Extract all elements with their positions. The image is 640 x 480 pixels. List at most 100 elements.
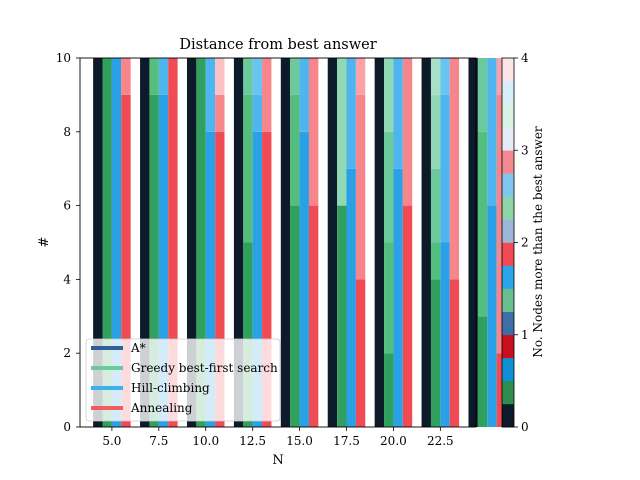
bar-segment	[421, 58, 431, 427]
bar-segment	[430, 94, 441, 169]
bar-segment	[355, 94, 366, 280]
bar-segment	[280, 58, 291, 427]
bar-segment	[308, 58, 319, 206]
x-tick-label: 7.5	[149, 434, 168, 448]
bar-segment	[496, 353, 507, 427]
bar-segment	[102, 58, 112, 427]
bar-segment	[262, 131, 272, 428]
legend-label: Greedy best-first search	[131, 361, 278, 375]
bar-segment	[337, 205, 347, 427]
colorbar-segment	[502, 265, 514, 289]
bar-groups	[93, 58, 507, 428]
bar-segment	[290, 94, 300, 206]
bar-segment	[111, 58, 122, 427]
bar-segment	[449, 58, 460, 280]
bar-segment	[346, 168, 356, 427]
colorbar-segment	[502, 357, 514, 382]
bar-segment	[290, 205, 300, 427]
colorbar-tick-label: 3	[521, 143, 529, 157]
colorbar-segment	[502, 104, 514, 128]
colorbar-segment	[502, 127, 514, 151]
colorbar-tick-label: 1	[521, 328, 529, 342]
colorbar-label: No. Nodes more than the best answer	[531, 126, 545, 358]
bar-segment	[393, 58, 403, 169]
legend-label: Annealing	[130, 401, 193, 415]
y-tick-label: 6	[63, 199, 71, 213]
y-tick-label: 0	[63, 420, 71, 434]
bar-segment	[393, 168, 403, 427]
colorbar-tick-label: 4	[521, 51, 529, 65]
bar-segment	[290, 58, 300, 95]
y-axis-ticks: 0 2 4 6 8 10	[56, 51, 80, 434]
bar-segment	[468, 58, 478, 427]
bar-segment	[121, 94, 131, 428]
x-tick-label: 10.0	[192, 434, 219, 448]
bar-segment	[243, 242, 253, 427]
x-tick-label: 22.5	[427, 434, 454, 448]
bar-segment	[477, 58, 488, 132]
bar-segment	[308, 205, 319, 427]
bar-segment	[262, 58, 272, 132]
colorbar-segment	[502, 58, 514, 82]
bar-segment	[355, 58, 366, 95]
bar-segment	[205, 131, 216, 428]
bar-segment	[243, 58, 253, 95]
bar-segment	[384, 131, 394, 243]
colorbar-tick-label: 0	[521, 420, 529, 434]
colorbar-segment	[502, 403, 514, 428]
bar-segment	[496, 58, 507, 95]
colorbar-segment	[502, 81, 514, 105]
colorbar-segment	[502, 288, 514, 312]
x-tick-label: 12.5	[239, 434, 266, 448]
colorbar-segment	[502, 311, 514, 336]
colorbar-segment	[502, 173, 514, 197]
x-tick-label: 15.0	[286, 434, 313, 448]
y-tick-label: 10	[56, 51, 71, 65]
bar-segment	[384, 58, 394, 132]
y-tick-label: 4	[63, 272, 71, 286]
bar-segment	[374, 58, 385, 427]
colorbar-segment	[502, 219, 514, 243]
bar-segment	[402, 58, 413, 206]
x-tick-label: 20.0	[380, 434, 407, 448]
bar-segment	[440, 58, 450, 95]
bar-segment	[205, 58, 216, 132]
bar-segment	[402, 205, 413, 427]
y-tick-label: 8	[63, 125, 71, 139]
bar-segment	[487, 58, 497, 206]
bar-segment	[243, 94, 253, 243]
bar-segment	[384, 242, 394, 354]
legend-frame	[85, 338, 281, 422]
bar-segment	[477, 131, 488, 317]
bar-segment	[233, 58, 244, 427]
bar-segment	[149, 58, 159, 95]
colorbar-segment	[502, 334, 514, 359]
x-tick-label: 5.0	[102, 434, 121, 448]
bar-segment	[430, 58, 441, 95]
chart-title: Distance from best answer	[179, 37, 376, 53]
bar-segment	[430, 279, 441, 427]
bar-segment	[168, 58, 178, 427]
bar-segment	[158, 58, 169, 95]
y-tick-label: 2	[63, 346, 71, 360]
bar-segment	[252, 94, 263, 132]
legend-label: Hill-climbing	[131, 381, 210, 395]
x-axis-ticks: 5.0 7.5 10.0 12.5 15.0 17.5 20.0 22.5	[102, 427, 454, 448]
bar-segment	[346, 58, 356, 169]
x-axis-label: N	[272, 453, 283, 468]
bar-segment	[299, 131, 309, 428]
bar-segment	[149, 94, 159, 428]
bar-segment	[327, 58, 338, 427]
bar-segment	[299, 58, 309, 132]
bar-segment	[196, 58, 206, 427]
plot-area-frame	[79, 57, 477, 428]
bar-segment	[430, 242, 441, 280]
bar-segment	[440, 94, 450, 243]
bar-segment	[449, 279, 460, 427]
x-tick-label: 17.5	[333, 434, 360, 448]
bar-segment	[355, 279, 366, 427]
bar-segment	[215, 131, 225, 428]
bar-segment	[496, 94, 507, 354]
bar-segment	[121, 58, 131, 95]
